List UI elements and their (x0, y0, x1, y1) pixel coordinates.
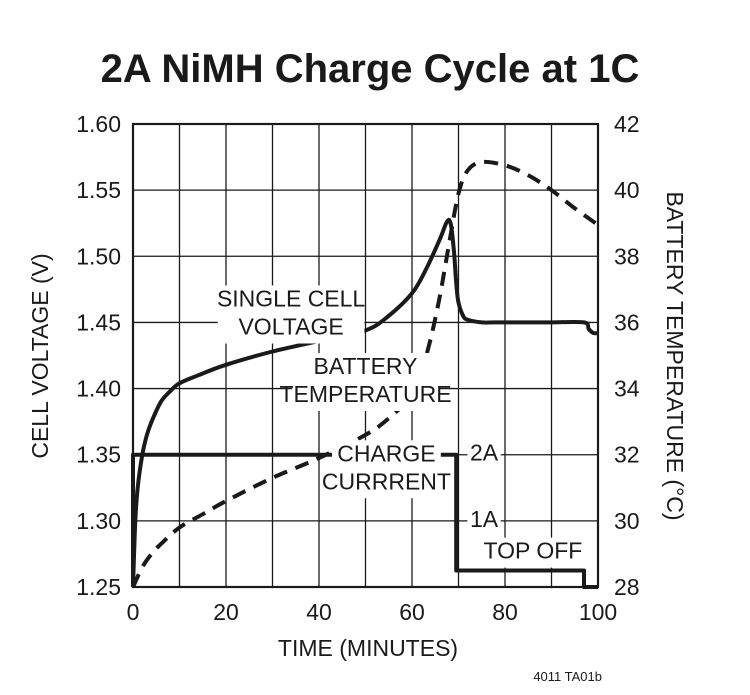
annotation-background (467, 439, 501, 470)
y-tick-label-right: 36 (614, 309, 640, 335)
y-tick-label-left: 1.35 (76, 442, 121, 468)
plot-frame (131, 122, 600, 589)
figure-code: 4011 TA01b (533, 669, 602, 684)
y-tick-label-right: 30 (614, 508, 640, 534)
chart-title: 2A NiMH Charge Cycle at 1C (101, 47, 640, 91)
annotation-label: TEMPERATURE (279, 381, 451, 407)
y-tick-label-left: 1.40 (76, 376, 121, 402)
y-axis-label-left: CELL VOLTAGE (V) (27, 253, 53, 458)
annotation-label: 1A (470, 506, 499, 532)
right-axis-ticks: 28 30 32 34 36 38 40 42 (614, 111, 640, 600)
y-axis-label-right: BATTERY TEMPERATURE (°C) (662, 191, 688, 520)
annotation-background (217, 285, 365, 344)
y-tick-label-right: 42 (614, 111, 640, 137)
annotation-background (292, 352, 439, 411)
x-tick-label: 100 (579, 599, 617, 625)
x-tick-label: 80 (492, 599, 518, 625)
x-tick-label: 0 (127, 599, 140, 625)
y-tick-label-right: 40 (614, 177, 640, 203)
annotation-background (332, 440, 441, 499)
annotation-background (467, 505, 501, 536)
x-tick-label: 40 (306, 599, 332, 625)
left-axis-ticks: 1.25 1.30 1.35 1.40 1.45 1.50 1.55 1.60 (76, 111, 121, 600)
x-tick-label: 60 (399, 599, 425, 625)
x-axis-ticks: 0 20 40 60 80 100 (127, 599, 618, 625)
y-tick-label-right: 32 (614, 442, 640, 468)
y-tick-label-left: 1.25 (76, 574, 121, 600)
y-tick-label-left: 1.60 (76, 111, 121, 137)
y-tick-label-left: 1.55 (76, 177, 121, 203)
annotation-background (484, 537, 581, 568)
series-line-single-cell-voltage (131, 217, 599, 588)
x-tick-label: 20 (213, 599, 239, 625)
y-tick-label-left: 1.30 (76, 508, 121, 534)
annotation-label: SINGLE CELL (217, 285, 365, 311)
y-tick-label-right: 38 (614, 243, 640, 269)
y-tick-label-right: 34 (614, 376, 640, 402)
annotation-label: VOLTAGE (238, 313, 343, 339)
annotation-label: CHARGE (337, 440, 435, 466)
y-tick-label-left: 1.45 (76, 309, 121, 335)
annotation-label: BATTERY (314, 353, 418, 379)
y-tick-label-left: 1.50 (76, 243, 121, 269)
x-axis-label: TIME (MINUTES) (278, 635, 458, 661)
y-tick-label-right: 28 (614, 574, 640, 600)
annotation-label: 2A (470, 440, 499, 466)
annotation-label: TOP OFF (483, 538, 582, 564)
annotation-label: CURRRENT (322, 468, 451, 494)
